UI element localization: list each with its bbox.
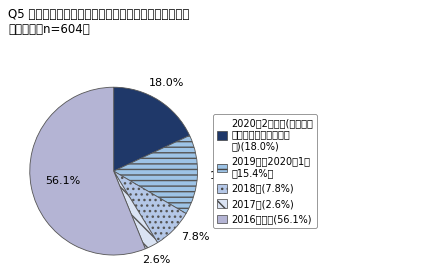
Text: Q5 あなたが地方暮らしに関心をもったのはいつ頃から
ですか？（n=604）: Q5 あなたが地方暮らしに関心をもったのはいつ頃から ですか？（n=604） <box>8 8 190 36</box>
Text: 18.0%: 18.0% <box>149 78 184 87</box>
Text: 2.6%: 2.6% <box>142 255 171 265</box>
Legend: 2020年2月以降(新型コロ
ナウイルス感染拡大以
降)(18.0%), 2019年〜2020年1月
（15.4%）, 2018年(7.8%), 2017年(2: 2020年2月以降(新型コロ ナウイルス感染拡大以 降)(18.0%), 201… <box>213 114 317 228</box>
Text: 15.4%: 15.4% <box>210 171 245 181</box>
Wedge shape <box>114 136 197 214</box>
Wedge shape <box>114 87 189 171</box>
Wedge shape <box>30 87 145 255</box>
Text: 7.8%: 7.8% <box>181 232 209 242</box>
Text: 56.1%: 56.1% <box>45 176 80 186</box>
Wedge shape <box>114 171 186 243</box>
Wedge shape <box>114 171 157 249</box>
